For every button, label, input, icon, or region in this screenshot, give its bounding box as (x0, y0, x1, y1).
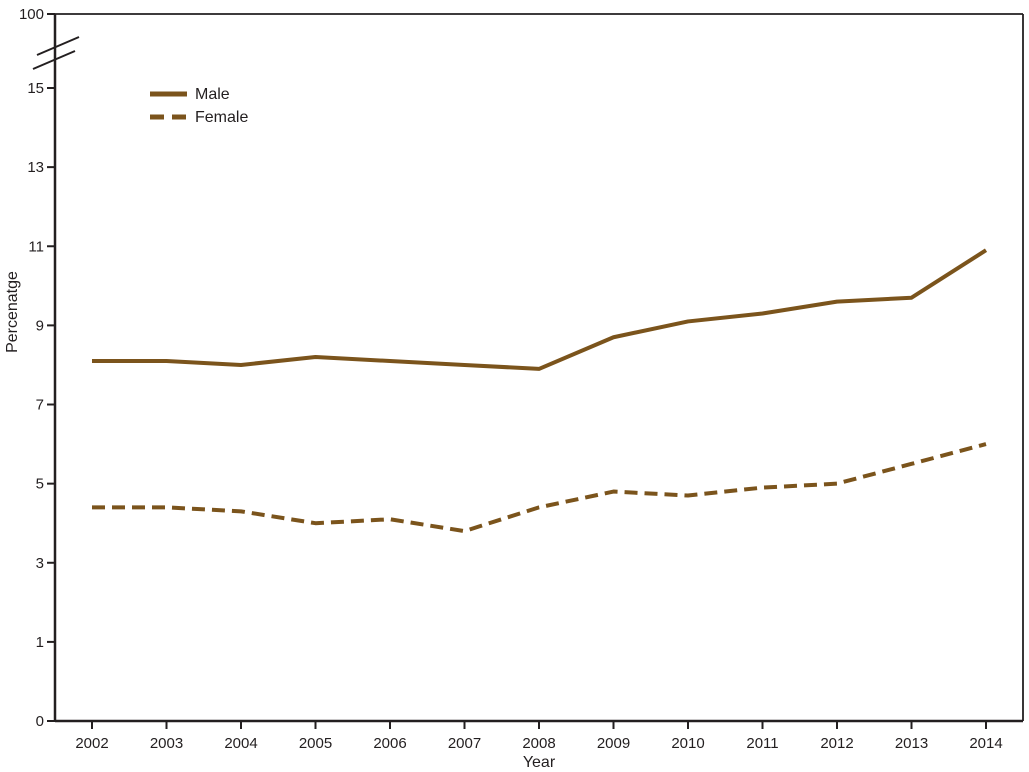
x-tick-label: 2011 (746, 735, 778, 752)
legend-female-label: Female (195, 109, 248, 126)
x-tick-label: 2004 (224, 735, 257, 752)
x-axis-title: Year (523, 754, 556, 771)
x-axis-ticks: 2002 2003 2004 2005 2006 2007 2008 2009 2010 2011… (75, 721, 1003, 752)
x-tick-label: 2009 (597, 735, 630, 752)
y-tick-label: 7 (36, 397, 44, 414)
x-tick-label: 2003 (150, 735, 183, 752)
x-tick-label: 2006 (373, 735, 406, 752)
legend: Male Female (150, 86, 248, 126)
y-tick-label: 1 (36, 634, 44, 651)
x-tick-label: 2005 (299, 735, 332, 752)
x-tick-label: 2002 (75, 735, 108, 752)
plot-frame (47, 13, 1024, 723)
x-tick-label: 2010 (671, 735, 704, 752)
x-tick-label: 2014 (969, 735, 1002, 752)
y-axis-title: Percenatge (4, 271, 21, 353)
break-slash-upper (36, 36, 80, 56)
y-tick-label: 5 (36, 476, 44, 493)
x-tick-label: 2013 (895, 735, 928, 752)
break-slash-lower (32, 50, 76, 70)
x-tick-label: 2012 (820, 735, 853, 752)
legend-male-label: Male (195, 86, 230, 103)
y-tick-label: 0 (36, 713, 44, 730)
y-tick-label: 15 (27, 80, 44, 97)
female-line (92, 442, 987, 534)
y-axis-break-icon (32, 36, 80, 70)
x-tick-label: 2007 (448, 735, 481, 752)
y-tick-label: 11 (28, 238, 44, 255)
y-tick-label: 9 (36, 317, 44, 334)
y-tick-label: 13 (27, 159, 44, 176)
x-tick-label: 2008 (522, 735, 555, 752)
y-tick-label: 3 (36, 555, 44, 572)
male-line (92, 248, 988, 371)
data-series-lines (92, 248, 988, 534)
y-axis-top-tick-label: 100 (19, 6, 44, 23)
